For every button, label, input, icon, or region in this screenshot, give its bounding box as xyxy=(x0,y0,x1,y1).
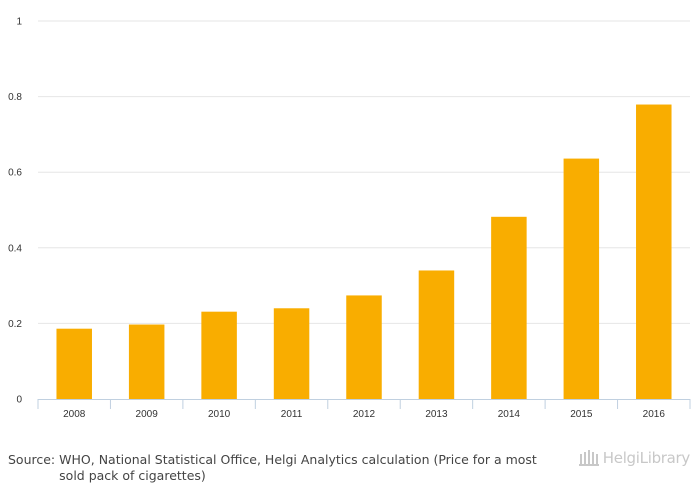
source-text: WHO, National Statistical Office, Helgi … xyxy=(59,452,537,483)
bar-2011 xyxy=(273,308,310,399)
x-axis xyxy=(37,399,691,409)
x-tick-label: 2010 xyxy=(208,409,231,420)
x-tick-label: 2015 xyxy=(570,409,593,420)
x-tick-label: 2016 xyxy=(643,409,666,420)
bar-2008 xyxy=(56,328,92,399)
bars xyxy=(56,104,672,400)
bar-2014 xyxy=(491,216,527,399)
bar-2009 xyxy=(128,324,165,399)
x-tick-label: 2012 xyxy=(353,409,376,420)
source-label: Source: xyxy=(8,452,56,467)
bar-2013 xyxy=(418,270,455,399)
y-tick-label: 0.6 xyxy=(8,168,22,179)
library-building-icon xyxy=(578,450,599,466)
x-axis-ticks: 2008 2009 2010 2011 2012 2013 2014 2015 2016 xyxy=(63,409,665,420)
y-tick-label: 0.4 xyxy=(8,243,22,254)
bar-2010 xyxy=(201,311,237,399)
x-tick-label: 2008 xyxy=(63,409,86,420)
x-tick-label: 2014 xyxy=(498,409,521,420)
x-tick-label: 2011 xyxy=(281,409,303,420)
x-tick-label: 2013 xyxy=(425,409,448,420)
source-note: Source: WHO, National Statistical Office… xyxy=(8,452,538,484)
bar-chart: 00.20.40.60.81 2008 2009 2010 2011 2012 2013 2… xyxy=(8,17,691,420)
y-tick-label: 0 xyxy=(16,395,22,406)
helgi-library-logo: HelgiLibrary xyxy=(578,449,691,467)
bar-2012 xyxy=(346,295,382,399)
x-tick-label: 2009 xyxy=(136,409,159,420)
bar-2016 xyxy=(636,104,672,400)
logo-text: HelgiLibrary xyxy=(602,449,691,467)
bar-2015 xyxy=(563,158,600,399)
y-tick-label: 1 xyxy=(16,17,22,28)
y-axis-ticks: 0 0.2 0.4 0.6 0.8 1 xyxy=(8,17,22,406)
y-tick-label: 0.8 xyxy=(8,92,22,103)
y-tick-label: 0.2 xyxy=(8,319,22,330)
